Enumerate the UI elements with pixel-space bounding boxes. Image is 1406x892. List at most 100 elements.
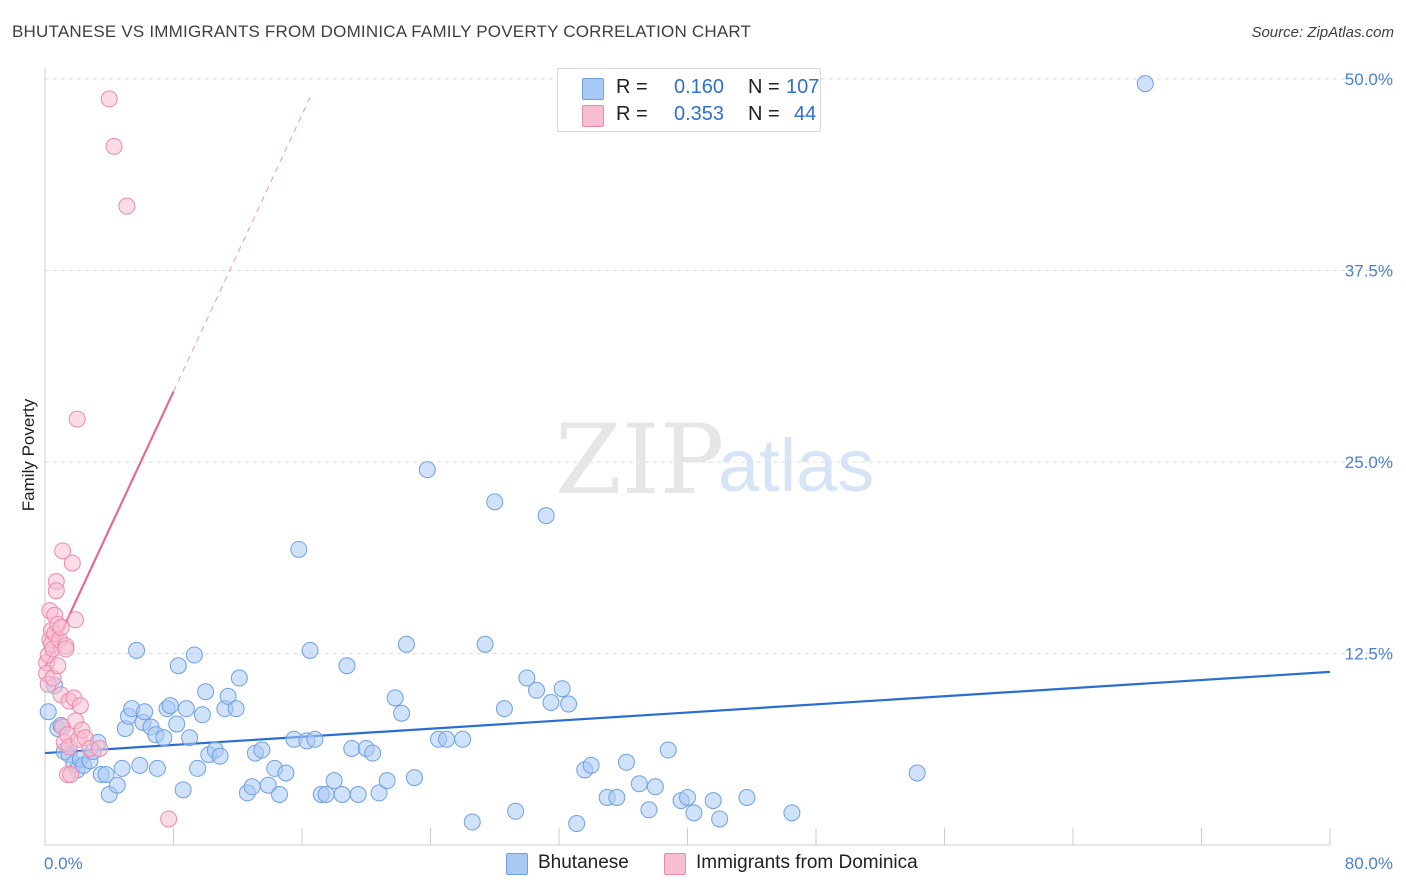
legend-r-label: R = xyxy=(616,103,648,125)
dominica-point xyxy=(49,657,67,675)
dominica-point xyxy=(118,197,136,215)
bhutanese-point xyxy=(438,730,456,748)
bhutanese-point xyxy=(113,759,131,777)
bhutanese-point xyxy=(39,703,57,721)
bhutanese-point xyxy=(97,766,115,784)
legend-n-label: N = xyxy=(748,76,780,98)
bhutanese-point xyxy=(211,747,229,765)
bhutanese-point xyxy=(306,730,324,748)
dominica-point xyxy=(160,810,178,828)
bhutanese-point xyxy=(189,759,207,777)
bhutanese-point xyxy=(386,689,404,707)
legend-n-label: N = xyxy=(748,103,780,125)
y-tick-label: 50.0% xyxy=(1345,70,1393,89)
bhutanese-point xyxy=(364,744,382,762)
bhutanese-point xyxy=(338,657,356,675)
legend-swatch-pink xyxy=(582,105,604,127)
dominica-point xyxy=(52,618,70,636)
dominica-point xyxy=(54,542,72,560)
bhutanese-point xyxy=(582,756,600,774)
watermark-atlas: atlas xyxy=(718,424,874,507)
bhutanese-point xyxy=(343,739,361,757)
bhutanese-point xyxy=(518,669,536,687)
x-tick-label-max: 80.0% xyxy=(1345,854,1393,873)
dominica-points xyxy=(38,90,178,828)
bhutanese-point xyxy=(454,730,472,748)
y-axis-label: Family Poverty xyxy=(19,398,38,511)
legend-r-value: 0.353 xyxy=(674,103,725,125)
bhutanese-point xyxy=(325,772,343,790)
axis-labels: 12.5% 25.0% 37.5% 50.0% 0.0% 80.0% xyxy=(44,70,1393,873)
bhutanese-point xyxy=(349,785,367,803)
bottom-legend-label: Bhutanese xyxy=(538,852,629,873)
legend-n-value: 44 xyxy=(794,103,817,125)
bhutanese-point xyxy=(271,785,289,803)
y-tick-label: 12.5% xyxy=(1345,645,1393,664)
bhutanese-point xyxy=(397,635,415,653)
bhutanese-point xyxy=(617,753,635,771)
bhutanese-point xyxy=(161,697,179,715)
bhutanese-point xyxy=(711,810,729,828)
bottom-legend-swatch-blue xyxy=(506,853,528,875)
bhutanese-point xyxy=(640,801,658,819)
legend-swatch-blue xyxy=(582,78,604,100)
bhutanese-points xyxy=(39,75,1154,833)
bhutanese-point xyxy=(495,700,513,718)
bhutanese-point xyxy=(197,683,215,701)
bhutanese-point xyxy=(679,789,696,807)
dominica-point xyxy=(91,739,109,757)
bhutanese-point xyxy=(259,776,277,794)
bhutanese-point xyxy=(370,784,388,802)
dominica-point xyxy=(71,697,89,715)
chart-source: Source: ZipAtlas.com xyxy=(1251,24,1394,41)
bhutanese-point xyxy=(168,715,186,733)
bhutanese-trend-line xyxy=(44,670,1331,755)
y-tick-label: 37.5% xyxy=(1345,262,1393,281)
bhutanese-point xyxy=(174,781,192,799)
bhutanese-point xyxy=(553,680,571,698)
bhutanese-point xyxy=(418,461,436,479)
bhutanese-point xyxy=(537,507,555,525)
bottom-legend-label: Immigrants from Dominica xyxy=(696,852,918,873)
bhutanese-point xyxy=(128,641,146,659)
bhutanese-point xyxy=(108,776,126,794)
bhutanese-point xyxy=(560,695,578,713)
bhutanese-point xyxy=(301,641,319,659)
bhutanese-point xyxy=(148,759,166,777)
dominica-point xyxy=(67,611,85,629)
dominica-point xyxy=(100,90,118,108)
bhutanese-point xyxy=(542,694,560,712)
bhutanese-point xyxy=(393,704,411,722)
bhutanese-point xyxy=(333,785,351,803)
bhutanese-point xyxy=(253,741,271,759)
bhutanese-point xyxy=(227,700,245,718)
bhutanese-point xyxy=(659,741,677,759)
bhutanese-point xyxy=(568,815,586,833)
bottom-legend-swatch-pink xyxy=(664,853,686,875)
legend-n-value: 107 xyxy=(786,76,820,98)
x-tick-label-min: 0.0% xyxy=(44,854,83,873)
legend-r-value: 0.160 xyxy=(674,76,725,98)
bhutanese-point xyxy=(230,669,248,687)
dominica-point xyxy=(62,766,80,784)
bhutanese-point xyxy=(646,778,664,796)
bhutanese-point xyxy=(181,729,199,747)
bhutanese-point xyxy=(908,764,926,782)
dominica-trend-extension xyxy=(172,97,311,392)
bhutanese-point xyxy=(277,764,295,782)
bhutanese-point xyxy=(219,687,237,705)
bhutanese-point xyxy=(704,792,722,810)
bhutanese-point xyxy=(243,778,261,796)
legend: R = 0.160 N = 107 R = 0.353 N = 44 xyxy=(557,68,821,132)
chart-title: BHUTANESE VS IMMIGRANTS FROM DOMINICA FA… xyxy=(12,22,752,41)
bhutanese-point xyxy=(1136,75,1154,93)
bhutanese-point xyxy=(528,681,546,699)
dominica-point xyxy=(68,410,86,428)
dominica-point xyxy=(105,137,123,155)
watermark-zip: ZIP xyxy=(555,404,724,516)
bhutanese-point xyxy=(783,804,801,822)
bhutanese-point xyxy=(136,703,154,721)
dominica-point xyxy=(63,554,81,572)
legend-r-label: R = xyxy=(616,76,648,98)
